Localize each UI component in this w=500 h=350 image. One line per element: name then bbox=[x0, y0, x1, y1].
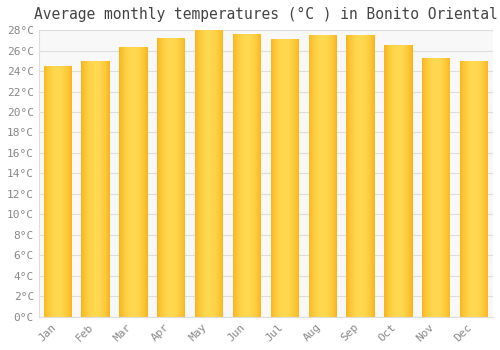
Title: Average monthly temperatures (°C ) in Bonito Oriental: Average monthly temperatures (°C ) in Bo… bbox=[34, 7, 498, 22]
